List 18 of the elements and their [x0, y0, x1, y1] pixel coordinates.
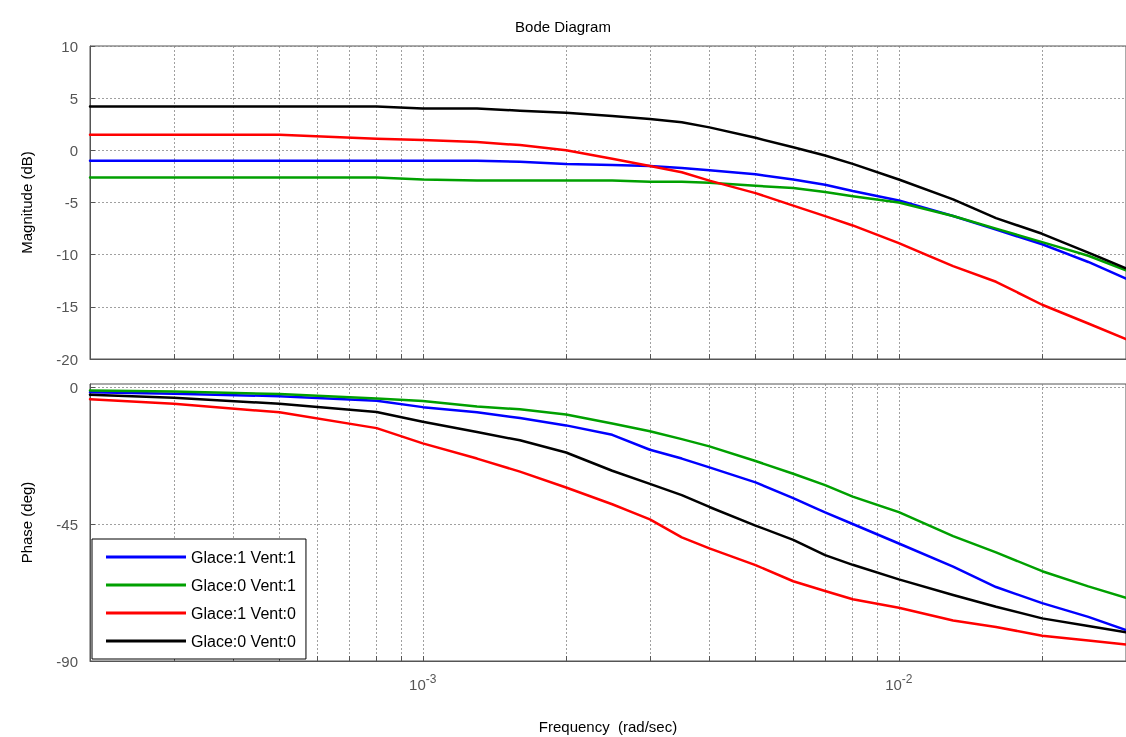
- y-tick-label: -45: [56, 515, 78, 533]
- y-tick-label: -5: [64, 194, 78, 211]
- y-tick-label: 0: [69, 141, 78, 159]
- y-tick-label: -90: [56, 652, 78, 670]
- y-axis-title: Magnitude (dB): [18, 151, 35, 254]
- y-tick-label: -10: [56, 246, 78, 264]
- chart-title: Bode Diagram: [515, 18, 611, 35]
- y-tick-label: 5: [69, 89, 78, 107]
- legend-label: Glace:0 Vent:0: [191, 632, 297, 650]
- y-tick-label: -15: [56, 298, 78, 316]
- x-axis-title: Frequency (rad/sec): [538, 718, 678, 735]
- legend-label: Glace:1 Vent:0: [191, 604, 297, 622]
- y-tick-label: -20: [56, 350, 78, 368]
- y-axis-title: Phase (deg): [18, 481, 35, 564]
- legend-label: Glace:0 Vent:1: [191, 576, 297, 594]
- legend-label: Glace:1 Vent:1: [191, 548, 297, 566]
- y-tick-label: 0: [69, 378, 78, 396]
- y-tick-label: 10: [61, 37, 78, 55]
